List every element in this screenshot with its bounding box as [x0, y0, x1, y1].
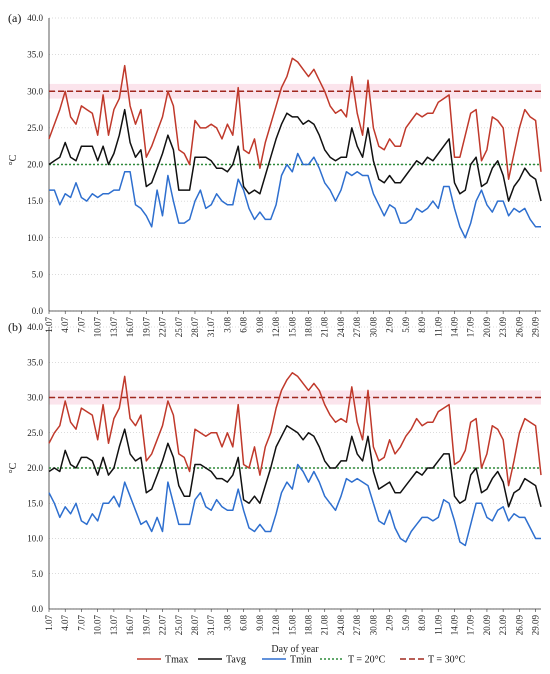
- panel-b-x-tick-label: 31.07: [206, 615, 216, 636]
- panel-b-series-tmin: [48, 463, 541, 547]
- panel-a-y-axis-label: °C: [8, 154, 19, 165]
- panel-b-x-tick-label: 9.08: [255, 615, 265, 631]
- panel-b-x-tick-label: 27.08: [352, 615, 362, 636]
- panel-a-x-tick-label: 21.08: [320, 317, 330, 338]
- panel-b-x-tick-label: 8.09: [417, 615, 427, 631]
- panel-b-x-tick-label: 16.07: [125, 615, 135, 636]
- panel-b-x-tick-label: 28.07: [190, 615, 200, 636]
- panel-b-x-tick-label: 15.08: [287, 615, 297, 636]
- legend-label-4: T = 30°C: [428, 655, 466, 666]
- panel-a-x-tick-label: 17.09: [466, 317, 476, 338]
- panel-a-x-tick-label: 22.07: [158, 317, 168, 338]
- panel-a-x-tick-label: 12.08: [271, 317, 281, 338]
- panel-a-y-tick-label: 40.0: [27, 13, 43, 23]
- panel-a-x-tick-label: 18.08: [304, 317, 314, 338]
- panel-b-x-tick-label: 4.07: [60, 615, 70, 631]
- panel-a-y-tick-label: 5.0: [32, 269, 44, 279]
- panel-a-x-tick-label: 9.08: [255, 317, 265, 333]
- panel-a-series-tmin: [49, 152, 541, 239]
- panel-b-x-tick-label: 1.07: [44, 615, 54, 631]
- panel-b-x-axis-label: Day of year: [271, 644, 319, 655]
- legend-label-2: Tmin: [290, 655, 312, 666]
- panel-b-x-tick-label: 21.08: [320, 615, 330, 636]
- panel-b-y-tick-label: 10.0: [27, 534, 43, 544]
- panel-b-label: (b): [8, 320, 22, 334]
- panel-a-x-tick-label: 7.07: [76, 317, 86, 333]
- panel-b-x-tick-label: 29.09: [531, 615, 541, 636]
- panel-a-x-tick-label: 20.09: [482, 317, 492, 338]
- panel-b-x-tick-label: 30.08: [368, 615, 378, 636]
- panel-b-x-tick-label: 14.09: [449, 615, 459, 636]
- panel-a-y-tick-label: 25.0: [27, 123, 43, 133]
- panel-b-x-tick-label: 25.07: [174, 615, 184, 636]
- panel-b-y-tick-label: 20.0: [27, 463, 43, 473]
- panel-b-x-tick-label: 20.09: [482, 615, 492, 636]
- panel-b-y-tick-label: 35.0: [27, 357, 43, 367]
- panel-b-x-tick-label: 19.07: [141, 615, 151, 636]
- panel-b-y-axis-label: °C: [8, 462, 19, 473]
- panel-b-series-tmax: [48, 372, 542, 487]
- panel-a-x-tick-label: 23.09: [498, 316, 508, 337]
- panel-a-x-tick-label: 4.07: [60, 317, 70, 333]
- panel-a-x-tick-label: 27.08: [352, 317, 362, 338]
- panel-b-x-tick-label: 13.07: [109, 615, 119, 636]
- panel-b-x-tick-label: 22.07: [158, 615, 168, 636]
- panel-a-x-tick-label: 3.08: [222, 317, 232, 333]
- panel-b-x-tick-label: 26.09: [514, 615, 524, 636]
- panel-b-x-tick-label: 3.08: [222, 615, 232, 631]
- panel-a-x-tick-label: 5.09: [401, 317, 411, 333]
- panel-b-y-tick-label: 40.0: [27, 322, 43, 332]
- panel-b-x-tick-label: 2.09: [385, 615, 395, 631]
- panel-b-x-tick-label: 23.09: [498, 615, 508, 636]
- panel-b-x-tick-label: 12.08: [271, 615, 281, 636]
- panel-a-label: (a): [8, 11, 21, 25]
- panel-b-x-tick-label: 7.07: [76, 615, 86, 631]
- legend-label-1: Tavg: [226, 655, 246, 666]
- panel-b-y-tick-label: 0.0: [32, 604, 44, 614]
- panel-a-y-tick-label: 35.0: [27, 50, 43, 60]
- panel-a-x-tick-label: 26.09: [514, 317, 524, 338]
- panel-a-y-tick-label: 20.0: [27, 160, 43, 170]
- panel-a-series-tmax: [48, 57, 542, 180]
- panel-a-y-tick-label: 10.0: [27, 233, 43, 243]
- panel-a-x-tick-label: 11.09: [433, 317, 443, 337]
- panel-b-y-tick-label: 5.0: [32, 569, 44, 579]
- panel-a-y-tick-label: 15.0: [27, 196, 43, 206]
- panel-b-x-tick-label: 24.08: [336, 615, 346, 636]
- legend-label-3: T = 20°C: [348, 655, 386, 666]
- panel-a-x-tick-label: 2.09: [385, 317, 395, 333]
- legend-label-0: Tmax: [165, 655, 188, 666]
- panel-b-y-tick-label: 30.0: [27, 393, 43, 403]
- panel-b-x-tick-label: 6.08: [239, 615, 249, 631]
- panel-b-x-tick-label: 5.09: [401, 615, 411, 631]
- panel-b-x-tick-label: 17.09: [466, 615, 476, 636]
- panel-b-x-tick-label: 18.08: [304, 615, 314, 636]
- panel-b-y-tick-label: 25.0: [27, 428, 43, 438]
- panel-b-series-tavg: [48, 424, 542, 508]
- panel-a-x-tick-label: 1.07: [44, 317, 54, 333]
- panel-b-x-tick-label: 11.09: [433, 615, 443, 635]
- panel-a-y-tick-label: 0.0: [32, 306, 44, 316]
- panel-a-x-tick-label: 13.07: [109, 317, 119, 338]
- panel-a-x-tick-label: 28.07: [190, 317, 200, 338]
- panel-a-series-tavg: [48, 108, 542, 202]
- panel-a-x-tick-label: 6.08: [239, 317, 249, 333]
- panel-b-x-tick-label: 10.07: [93, 615, 103, 636]
- panel-a-x-tick-label: 8.09: [417, 317, 427, 333]
- panel-b-y-tick-label: 15.0: [27, 498, 43, 508]
- panel-a-x-tick-label: 19.07: [141, 317, 151, 338]
- panel-a-y-tick-label: 30.0: [27, 86, 43, 96]
